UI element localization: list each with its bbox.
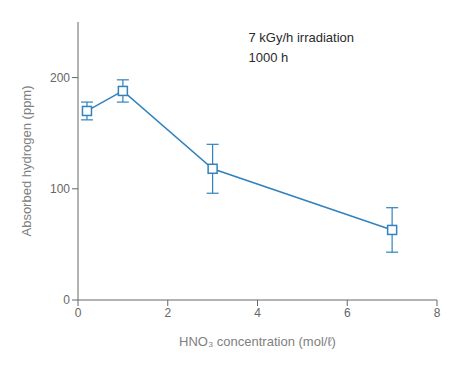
- svg-text:Absorbed hydrogen (ppm): Absorbed hydrogen (ppm): [19, 85, 34, 236]
- svg-text:0: 0: [75, 306, 82, 320]
- svg-text:2: 2: [164, 306, 171, 320]
- svg-text:0: 0: [63, 293, 70, 307]
- html-text:7 kGy/h irradiation: 7 kGy/h irradiation: [248, 30, 354, 45]
- svg-text:8: 8: [434, 306, 441, 320]
- svg-text:6: 6: [344, 306, 351, 320]
- svg-text:200: 200: [50, 71, 70, 85]
- svg-text:100: 100: [50, 182, 70, 196]
- html-text:1000 h: 1000 h: [248, 49, 289, 65]
- svg-text:HNO₃ concentration (mol/ℓ): HNO₃ concentration (mol/ℓ): [179, 334, 336, 349]
- svg-text:4: 4: [254, 306, 261, 320]
